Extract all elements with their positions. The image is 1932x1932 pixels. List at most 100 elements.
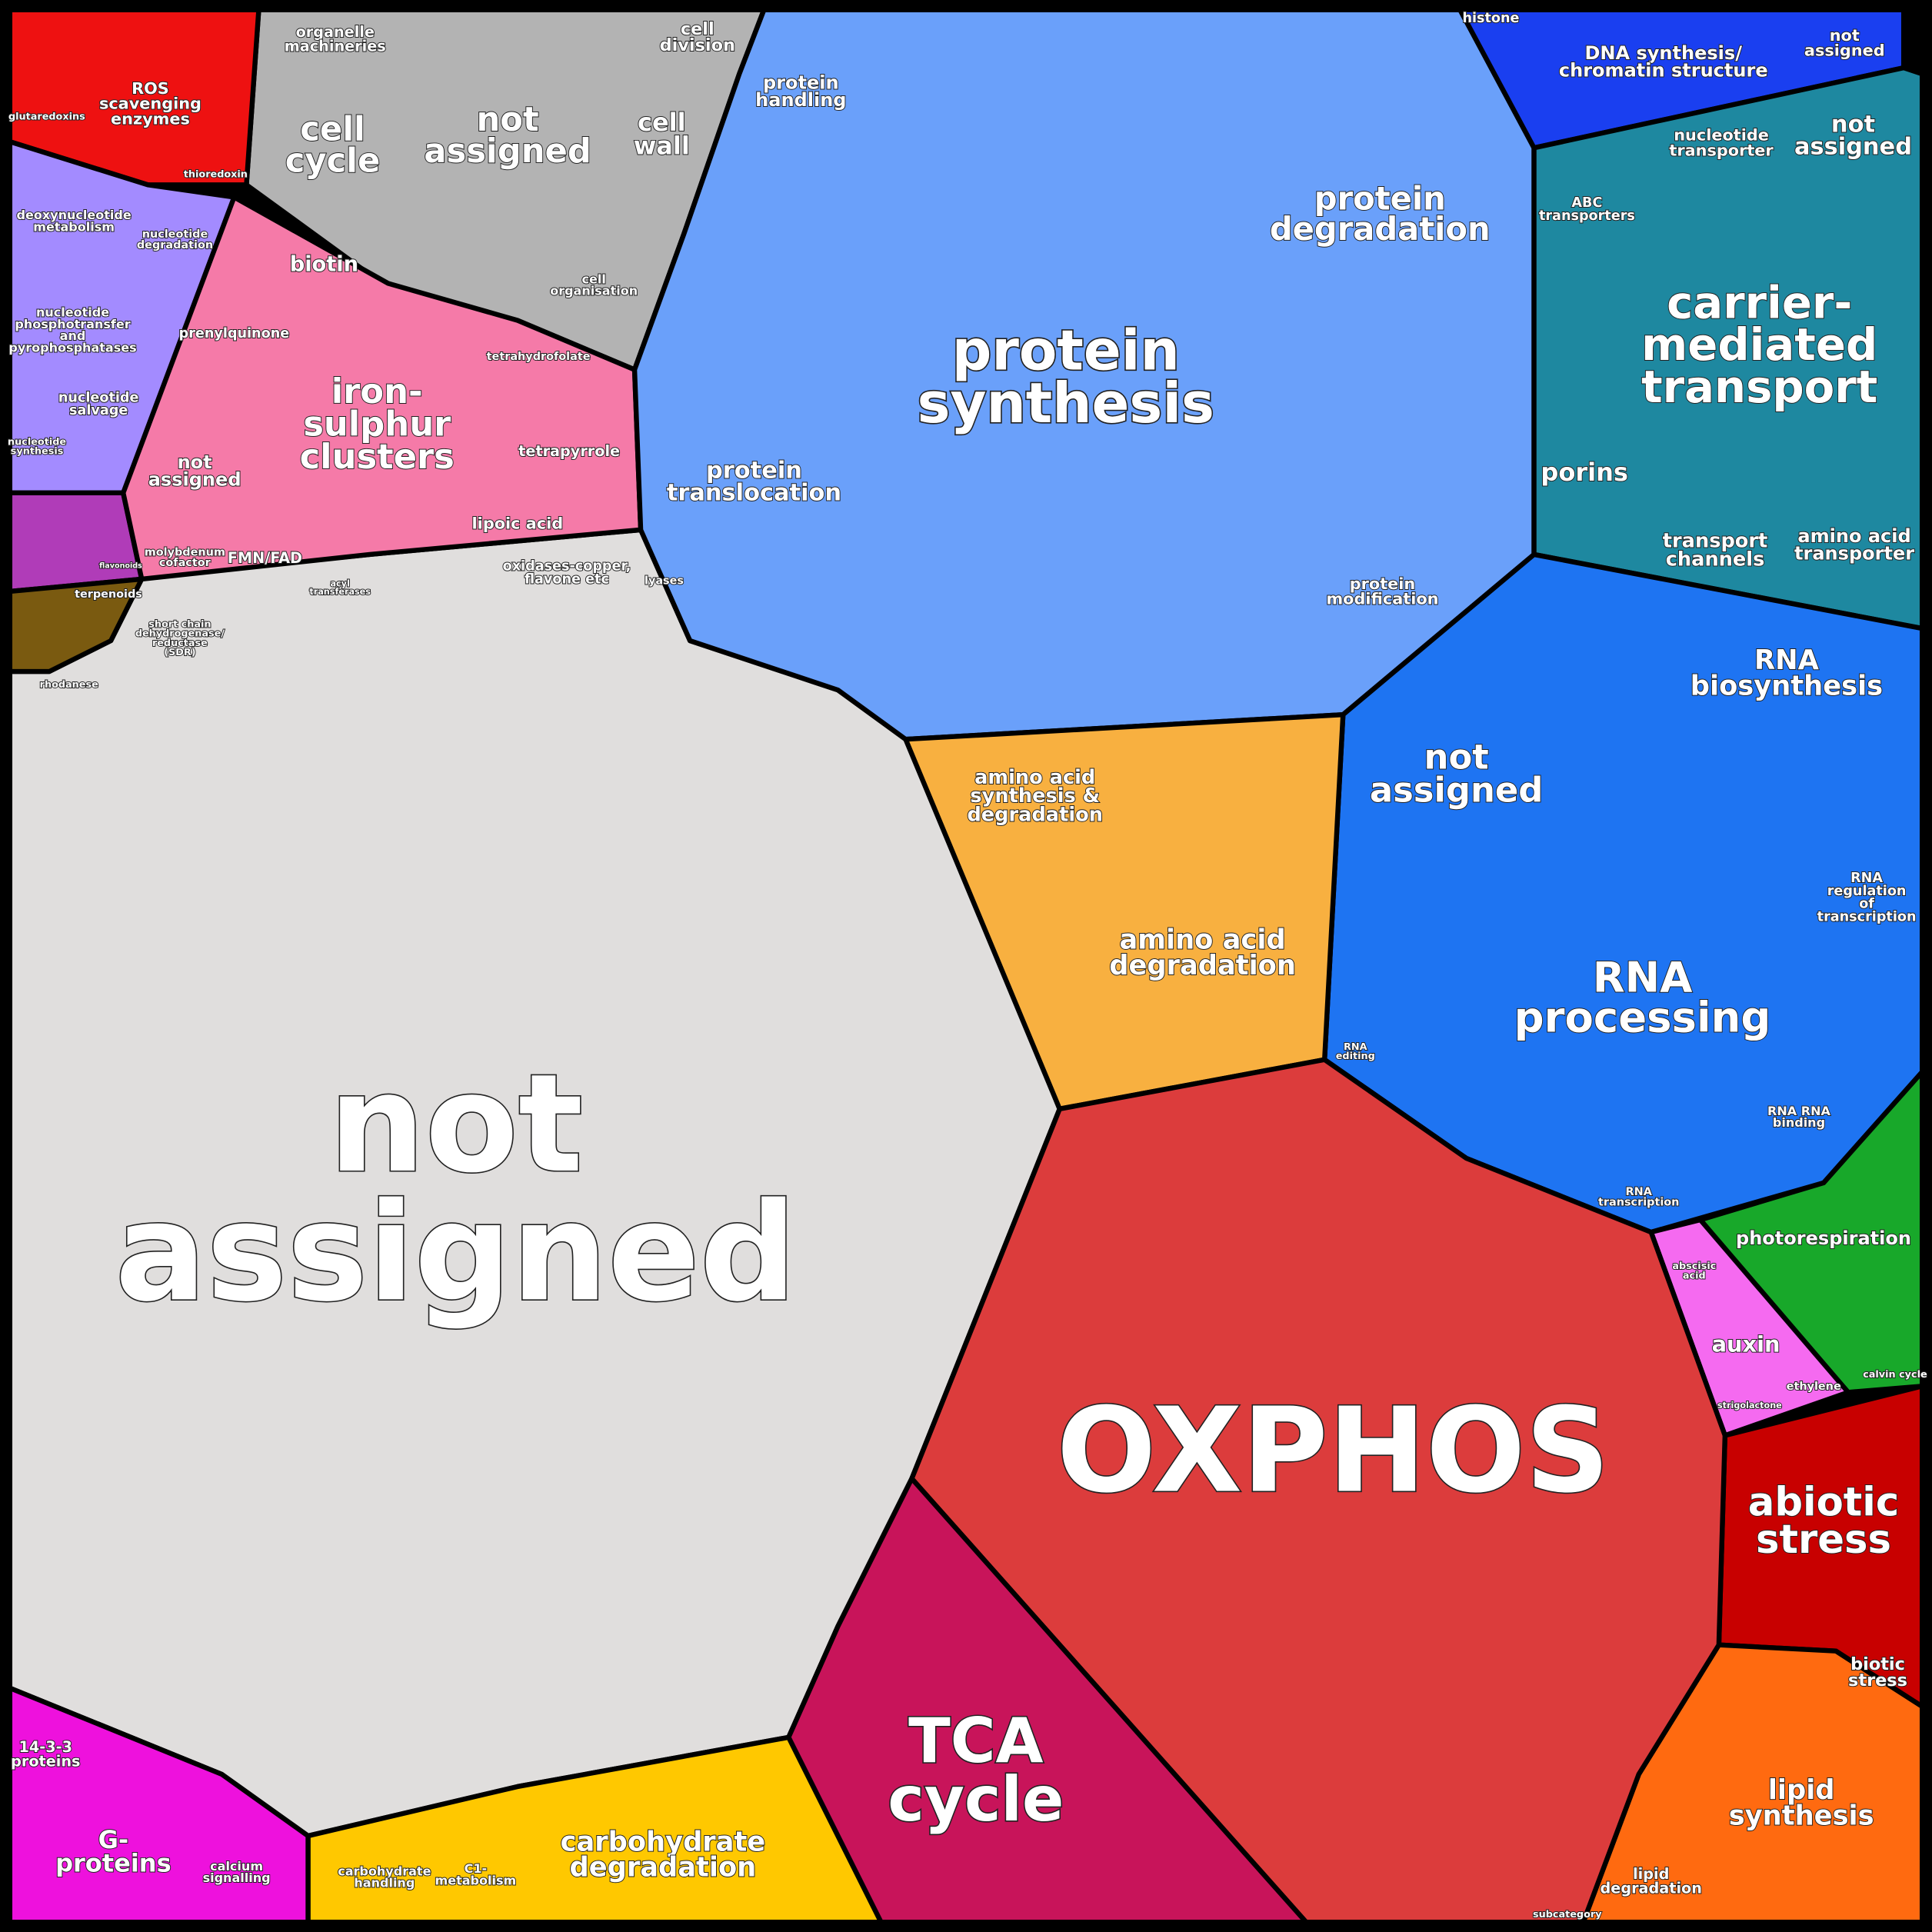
region-label: terpenoids (75, 588, 142, 601)
label-line: not (1831, 111, 1875, 138)
label-line: handling (354, 1876, 415, 1890)
label-line: stress (1848, 1671, 1907, 1690)
label-line: 14-3-3 (19, 1738, 72, 1756)
label-line: not (1424, 737, 1489, 778)
region-label: RNA transcription (1598, 1186, 1679, 1209)
label-line: signalling (203, 1870, 271, 1885)
label-line: DNA synthesis/ (1585, 42, 1743, 64)
label-line: protein (952, 319, 1180, 384)
label-line: OXPHOS (1057, 1382, 1610, 1518)
region-label: not assigned (424, 101, 591, 171)
label-line: deoxynucleotide (17, 208, 132, 222)
label-line: ethylene (1787, 1381, 1841, 1393)
label-line: flavone etc (525, 571, 609, 587)
label-line: tetrahydrofolate (487, 351, 591, 363)
region-label: not assigned (1370, 737, 1544, 811)
label-line: cycle (888, 1764, 1064, 1835)
label-line: short chain (148, 618, 211, 630)
label-line: calcium (210, 1859, 263, 1874)
region-label: nucleotide transporter (1669, 126, 1774, 160)
region-label: not assigned (148, 451, 242, 491)
region-label: calcium signalling (203, 1859, 271, 1885)
region-label: not assigned (1794, 111, 1912, 160)
region-label: rhodanese (40, 679, 98, 691)
label-line: RNA (1626, 1186, 1653, 1198)
label-line: and (60, 328, 86, 343)
region-label: subcategory (1533, 1909, 1602, 1920)
label-line: protein (706, 458, 802, 485)
region-label: carrier-mediated transport (1641, 276, 1877, 413)
label-line: cell (681, 19, 715, 39)
label-line: RNA RNA (1767, 1104, 1830, 1118)
label-line: degradation (1109, 950, 1296, 981)
region-label: transport channels (1663, 529, 1768, 571)
label-line: terpenoids (75, 588, 142, 601)
label-line: flavonoids (99, 562, 142, 571)
label-line: synthesis & (970, 784, 1100, 808)
label-line: not (1830, 26, 1860, 45)
label-line: ABC (1571, 195, 1602, 211)
label-line: FMN/FAD (228, 549, 302, 567)
label-line: subcategory (1533, 1909, 1602, 1920)
region-label: cell wall (634, 108, 690, 160)
label-line: proteins (11, 1752, 80, 1770)
label-line: lipid (1633, 1865, 1669, 1883)
label-line: carbohydrate (338, 1864, 431, 1878)
region-label: 14-3-3 proteins (11, 1738, 80, 1770)
label-line: protein (1314, 179, 1446, 217)
label-line: clusters (300, 436, 455, 477)
label-line: molybdenum (145, 547, 225, 559)
label-line: transcription (1817, 909, 1917, 924)
region-label: RNA editing (1336, 1041, 1375, 1062)
label-line: protein (1350, 575, 1415, 593)
region-label: iron-sulphur clusters (300, 371, 455, 477)
region-label: RNA processing (1514, 953, 1771, 1042)
label-line: assigned (148, 469, 242, 491)
label-line: cycle (285, 142, 381, 181)
label-line: enzymes (111, 109, 190, 128)
region-label: lipid degradation (1601, 1865, 1702, 1897)
label-line: wall (634, 131, 690, 160)
label-line: protein (763, 72, 839, 93)
label-line: dehydrogenase/ (135, 628, 225, 640)
label-line: degradation (570, 1852, 757, 1884)
label-line: metabolism (435, 1873, 517, 1887)
label-line: synthesis (11, 446, 64, 458)
label-line: lipoic acid (472, 514, 564, 532)
region-label: short chain dehydrogenase/reductase (SDR) (135, 618, 225, 658)
label-line: proteins (55, 1848, 172, 1877)
label-line: oxidases-copper, (503, 559, 631, 575)
region-label: biotin (290, 252, 358, 276)
label-line: abscisic (1672, 1261, 1716, 1272)
region-label: protein translocation (667, 458, 841, 507)
label-line: nucleotide (142, 228, 208, 241)
label-line: synthesis (1729, 1800, 1874, 1831)
label-line: handling (755, 89, 846, 111)
label-line: amino acid (1797, 525, 1910, 547)
region-label: lipid synthesis (1729, 1774, 1874, 1831)
label-line: ROS (132, 79, 169, 98)
region-label: cell cycle (285, 111, 381, 181)
region-label: thioredoxin (184, 169, 248, 181)
label-line: abiotic (1748, 1480, 1899, 1526)
region-label: nucleotide synthesis (8, 436, 66, 457)
region-label: cell division (660, 19, 735, 55)
label-line: amino acid (1120, 924, 1286, 956)
label-line: transporter (1669, 141, 1774, 159)
label-line: degradation (1601, 1879, 1702, 1897)
label-line: cell (582, 271, 606, 286)
region-label: ABC transporters (1539, 195, 1635, 224)
label-line: of (1859, 897, 1874, 912)
label-line: RNA (1850, 871, 1883, 886)
region-label: calvin cycle (1863, 1369, 1927, 1381)
label-line: degradation (967, 804, 1103, 827)
label-line: transferases (309, 587, 371, 597)
label-line: rhodanese (40, 679, 98, 691)
label-line: auxin (1712, 1331, 1780, 1357)
label-line: calvin cycle (1863, 1369, 1927, 1381)
region-label: ROS scavenging enzymes (99, 79, 202, 128)
label-line: transporters (1539, 208, 1635, 224)
label-line: degradation (1270, 210, 1491, 248)
region-label: biotic stress (1848, 1654, 1907, 1690)
